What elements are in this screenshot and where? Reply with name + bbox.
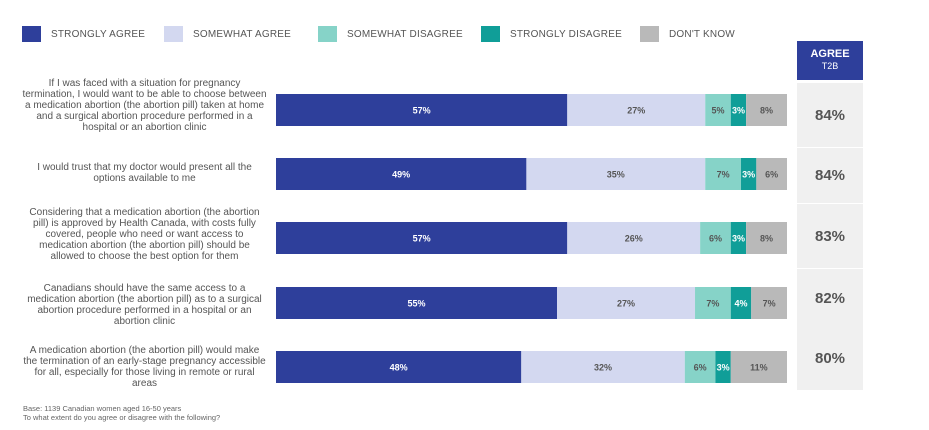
- legend-item: SOMEWHAT DISAGREE: [318, 26, 463, 42]
- t2b-value: 84%: [814, 106, 846, 124]
- t2b-cell: 83%: [797, 204, 863, 268]
- bar-segment: [521, 351, 685, 383]
- row-statement: Considering that a medication abortion (…: [29, 207, 260, 262]
- legend-label: STRONGLY AGREE: [51, 28, 146, 40]
- bar-data-label: 48%: [390, 363, 408, 373]
- legend-swatch: [22, 26, 41, 42]
- t2b-cell: 84%: [797, 148, 863, 203]
- footnote-question: To what extent do you agree or disagree …: [23, 413, 221, 422]
- bar-segment: [567, 94, 706, 126]
- bar-data-label: 8%: [760, 234, 773, 244]
- bar-segment: [276, 287, 558, 319]
- row-statement: Canadians should have the same access to…: [27, 283, 262, 327]
- t2b-cell: 80%: [797, 326, 863, 390]
- bar-data-label: 3%: [732, 234, 745, 244]
- bar-data-label: 3%: [742, 170, 755, 180]
- row-statement: A medication abortion (the abortion pill…: [23, 345, 266, 389]
- bar-data-label: 32%: [594, 363, 612, 373]
- bar-segment: [730, 287, 752, 319]
- bar-segment: [705, 158, 742, 190]
- bar-data-label: 35%: [607, 170, 625, 180]
- bar-data-label: 27%: [617, 299, 635, 309]
- legend-label: SOMEWHAT DISAGREE: [347, 28, 463, 40]
- t2b-cell: 84%: [797, 83, 863, 147]
- t2b-value: 80%: [814, 349, 846, 367]
- bar-data-label: 49%: [392, 170, 410, 180]
- bar-segment: [715, 351, 731, 383]
- t2b-value: 84%: [814, 167, 846, 184]
- bar-segment: [705, 94, 731, 126]
- t2b-header: AGREE T2B: [797, 41, 863, 80]
- bar-data-label: 3%: [732, 106, 745, 116]
- legend-swatch: [481, 26, 500, 42]
- legend-swatch: [318, 26, 337, 42]
- legend-swatch: [640, 26, 659, 42]
- bar-segment: [756, 158, 787, 190]
- bar-segment: [684, 351, 716, 383]
- bar-data-label: 57%: [413, 234, 431, 244]
- bar-segment: [695, 287, 731, 319]
- bar-data-label: 7%: [717, 170, 730, 180]
- bar-segment: [746, 222, 787, 254]
- bar-segment: [700, 222, 731, 254]
- legend-item: STRONGLY AGREE: [22, 26, 145, 42]
- t2b-header-subtitle: T2B: [821, 61, 839, 71]
- bar-segment: [276, 94, 568, 126]
- bar-segment: [741, 158, 757, 190]
- bar-segment: [746, 94, 787, 126]
- bar-data-label: 3%: [717, 363, 730, 373]
- t2b-value: 83%: [814, 227, 846, 245]
- legend-swatch: [164, 26, 183, 42]
- t2b-cell: 82%: [797, 269, 863, 327]
- bar-segment: [276, 222, 568, 254]
- t2b-value: 82%: [814, 289, 846, 307]
- bar-segment: [276, 351, 522, 383]
- legend-item: DON'T KNOW: [640, 26, 735, 42]
- bar-data-label: 6%: [694, 363, 707, 373]
- legend-label: SOMEWHAT AGREE: [193, 28, 292, 40]
- bar-segment: [730, 222, 747, 254]
- bar-segment: [567, 222, 701, 254]
- bar-segment: [276, 158, 527, 190]
- bar-data-label: 8%: [760, 106, 773, 116]
- legend-label: STRONGLY DISAGREE: [510, 28, 622, 40]
- bar-data-label: 4%: [735, 299, 748, 309]
- bar-data-label: 7%: [706, 299, 719, 309]
- bar-segment: [751, 287, 787, 319]
- legend-label: DON'T KNOW: [669, 28, 735, 40]
- bar-data-label: 27%: [627, 106, 645, 116]
- bar-segment: [730, 94, 747, 126]
- row-statement: If I was faced with a situation for preg…: [22, 78, 267, 133]
- legend-item: SOMEWHAT AGREE: [164, 26, 291, 42]
- bar-data-label: 6%: [709, 234, 722, 244]
- bar-data-label: 7%: [763, 299, 776, 309]
- footnote-base: Base: 1139 Canadian women aged 16-50 yea…: [23, 404, 182, 413]
- bar-data-label: 6%: [765, 170, 778, 180]
- bar-data-label: 55%: [408, 299, 426, 309]
- bar-segment: [557, 287, 696, 319]
- bar-data-label: 57%: [413, 106, 431, 116]
- t2b-header-title: AGREE: [810, 48, 850, 60]
- bar-data-label: 11%: [750, 363, 768, 373]
- bar-data-label: 5%: [712, 106, 725, 116]
- bar-data-label: 26%: [625, 234, 643, 244]
- bar-segment: [730, 351, 787, 383]
- legend-item: STRONGLY DISAGREE: [481, 26, 622, 42]
- row-statement: I would trust that my doctor would prese…: [37, 162, 252, 184]
- bar-segment: [526, 158, 706, 190]
